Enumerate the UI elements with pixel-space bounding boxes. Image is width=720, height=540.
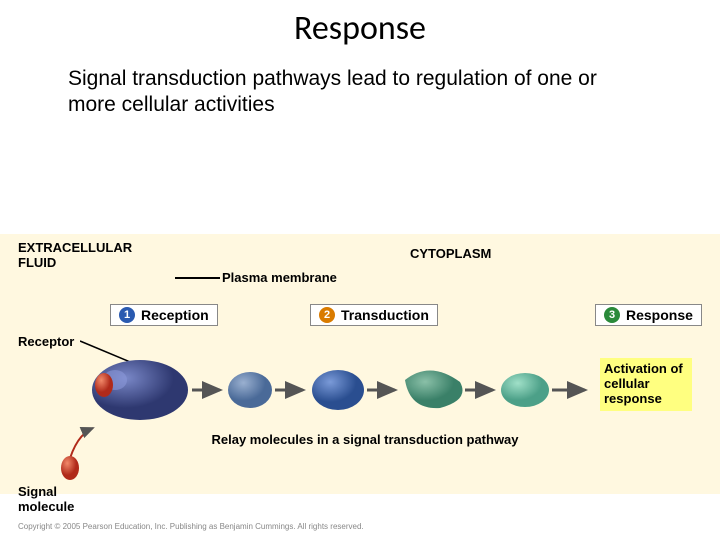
pathway-svg [60, 340, 680, 440]
stage-num-2: 2 [319, 307, 335, 323]
signal-molecule-free-svg [58, 420, 118, 480]
stage-response: 3 Response [595, 304, 702, 326]
signal-molecule-free [61, 456, 79, 480]
stage-num-3: 3 [604, 307, 620, 323]
plasma-membrane-leader [175, 277, 220, 279]
relay-molecule-2 [312, 370, 364, 410]
relay-molecule-4 [501, 373, 549, 407]
stage-label-1: Reception [141, 307, 209, 323]
stage-num-1: 1 [119, 307, 135, 323]
plasma-membrane-label: Plasma membrane [222, 270, 337, 285]
relay-caption: Relay molecules in a signal transduction… [210, 432, 520, 447]
signal-molecule-bound [95, 373, 113, 397]
subtitle-text: Signal transduction pathways lead to reg… [68, 66, 648, 119]
stage-reception: 1 Reception [110, 304, 218, 326]
activation-box: Activation of cellular response [600, 358, 692, 411]
stage-label-2: Transduction [341, 307, 429, 323]
extracellular-label: EXTRACELLULAR FLUID [18, 240, 132, 270]
stage-transduction: 2 Transduction [310, 304, 438, 326]
page-title: Response [0, 8, 720, 49]
relay-molecule-3 [405, 370, 463, 408]
cytoplasm-label: CYTOPLASM [410, 246, 491, 261]
copyright-text: Copyright © 2005 Pearson Education, Inc.… [18, 522, 364, 531]
signal-molecule-label: Signal molecule [18, 484, 74, 514]
relay-molecule-1 [228, 372, 272, 408]
stage-label-3: Response [626, 307, 693, 323]
